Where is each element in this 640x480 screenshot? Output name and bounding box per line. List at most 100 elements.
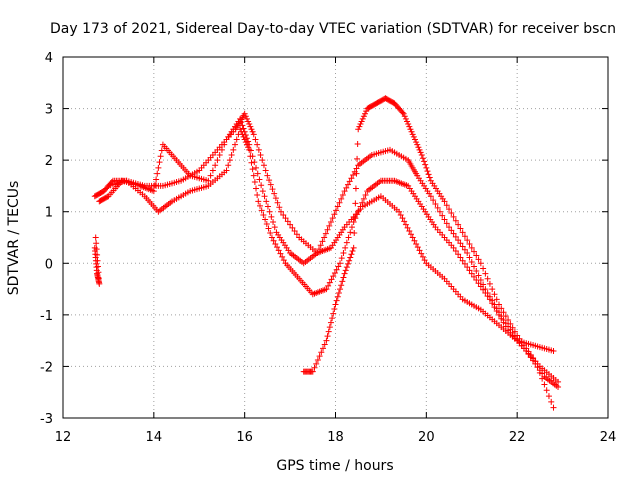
data-point <box>319 238 326 245</box>
data-point <box>332 301 339 308</box>
y-axis-title: SDTVAR / TECUs <box>6 181 22 296</box>
data-point <box>311 364 318 371</box>
data-point <box>459 257 466 264</box>
data-point <box>344 260 351 267</box>
data-point <box>466 267 473 274</box>
data-point <box>242 139 249 146</box>
data-point <box>417 149 424 156</box>
data-point <box>271 224 278 231</box>
data-point <box>468 244 475 251</box>
data-point <box>350 244 357 251</box>
data-point <box>486 280 493 287</box>
data-point <box>337 286 344 293</box>
data-point <box>402 221 409 228</box>
data-point <box>151 182 158 189</box>
data-point <box>338 282 345 289</box>
data-point <box>153 176 160 183</box>
data-point <box>520 342 527 349</box>
y-tick-label: -1 <box>40 309 53 324</box>
data-point <box>95 269 102 276</box>
data-point <box>357 203 364 210</box>
data-point <box>457 240 464 247</box>
data-point <box>255 146 262 153</box>
data-point <box>421 257 428 264</box>
data-point <box>94 263 101 270</box>
y-tick-label: 2 <box>45 154 53 169</box>
data-point <box>530 355 537 362</box>
data-point <box>541 381 548 388</box>
x-tick-label: 12 <box>55 430 72 445</box>
data-point <box>496 311 502 318</box>
data-point <box>336 199 343 206</box>
data-point <box>425 171 432 178</box>
data-point <box>450 244 457 251</box>
data-point <box>248 126 255 133</box>
y-tick-label: 0 <box>45 257 53 272</box>
data-point <box>434 204 441 211</box>
data-point <box>331 269 338 276</box>
data-point <box>468 258 475 265</box>
data-point <box>409 234 416 241</box>
data-point <box>243 141 250 148</box>
data-point <box>242 113 249 120</box>
data-point <box>345 234 352 241</box>
data-point <box>436 208 443 215</box>
data-point <box>268 213 275 220</box>
data-point <box>157 153 164 160</box>
data-point <box>249 166 256 173</box>
data-point <box>409 131 416 138</box>
data-point <box>407 126 414 133</box>
data-point <box>108 179 115 186</box>
data-point <box>218 146 225 153</box>
data-point <box>450 230 457 237</box>
data-point <box>360 195 367 202</box>
data-point <box>212 162 219 169</box>
data-point <box>446 206 453 213</box>
data-point <box>293 231 300 238</box>
data-point <box>415 144 422 151</box>
data-point <box>331 211 338 218</box>
data-point <box>249 128 256 135</box>
data-point <box>256 176 263 183</box>
y-tick-labels: -3 -2 -1 0 1 2 3 4 <box>40 51 53 427</box>
data-point <box>323 286 330 293</box>
data-point <box>354 211 361 218</box>
data-point <box>399 215 406 222</box>
y-tick-label: 4 <box>45 51 53 66</box>
data-point <box>408 128 415 135</box>
data-point <box>259 157 266 164</box>
data-point <box>94 257 101 264</box>
data-point <box>507 320 514 327</box>
data-point <box>318 349 325 356</box>
data-point <box>339 191 346 198</box>
data-point <box>343 184 350 191</box>
data-point <box>351 229 358 236</box>
data-point <box>335 289 342 296</box>
data-point <box>439 212 446 219</box>
data-point <box>266 208 273 215</box>
data-point <box>455 237 462 244</box>
data-point <box>464 237 471 244</box>
data-point <box>489 286 496 293</box>
data-point <box>267 181 274 188</box>
data-point <box>250 131 257 138</box>
data-point <box>446 224 453 231</box>
data-point <box>353 170 360 177</box>
data-point <box>155 164 162 171</box>
data-point <box>473 268 480 275</box>
x-tick-label: 16 <box>236 430 253 445</box>
data-point <box>471 273 478 280</box>
data-point <box>274 199 281 206</box>
data-point <box>422 161 429 168</box>
data-point <box>264 172 271 179</box>
data-point <box>443 202 450 209</box>
data-point <box>252 136 259 143</box>
data-point <box>325 282 332 289</box>
data-point <box>543 387 550 394</box>
data-point <box>245 118 252 125</box>
data-point <box>359 199 366 206</box>
data-point <box>359 115 366 122</box>
x-tick-label: 24 <box>600 430 617 445</box>
data-point <box>341 188 348 195</box>
